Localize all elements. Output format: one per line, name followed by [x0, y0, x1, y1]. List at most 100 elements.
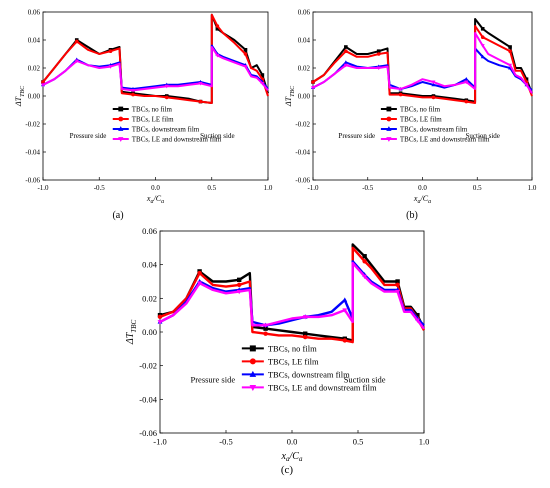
- y-tick-label: 0.04: [28, 36, 41, 44]
- x-tick-label: -0.5: [362, 184, 374, 192]
- x-tick-label: 1.0: [528, 184, 537, 192]
- x-tick-label: 0.0: [287, 437, 298, 447]
- data-point: [480, 44, 485, 48]
- legend-label: TBCs, LE and downstream film: [132, 135, 222, 143]
- x-tick-label: -1.0: [37, 184, 49, 192]
- y-tick-label: 0.04: [298, 36, 311, 44]
- x-tick-label: -0.5: [94, 184, 106, 192]
- chart-panel-1: -0.06 -0.04 -0.02 0.00 0.02 0.04 0.06 -1.0 -0.5 0…: [284, 8, 537, 221]
- data-point: [395, 279, 400, 284]
- chart-panel-2: -0.06 -0.04 -0.02 0.00 0.02 0.04 0.06 -1.0 -0.5 0…: [125, 226, 429, 476]
- y-tick-label: 0.02: [298, 64, 311, 72]
- data-point: [41, 83, 45, 87]
- data-point: [303, 331, 308, 336]
- suction-side-label: Suction side: [200, 132, 234, 140]
- data-point: [263, 323, 269, 328]
- data-point: [342, 338, 347, 343]
- y-tick-label: -0.04: [25, 148, 40, 156]
- y-tick-label: -0.04: [295, 148, 310, 156]
- legend-label: TBCs, no film: [268, 343, 317, 353]
- legend-marker: [386, 126, 392, 131]
- legend-marker: [386, 137, 392, 142]
- data-point: [464, 80, 469, 85]
- data-point: [164, 84, 169, 89]
- data-point: [236, 289, 242, 295]
- data-point: [343, 63, 348, 68]
- data-point: [431, 95, 436, 100]
- x-tick-label: 1.0: [264, 184, 273, 192]
- data-point: [157, 320, 163, 325]
- data-point: [131, 92, 135, 97]
- x-tick-label: -1.0: [153, 437, 166, 447]
- data-point: [157, 314, 163, 320]
- data-point: [197, 270, 202, 276]
- legend-label: TBCs, LE film: [132, 115, 174, 123]
- y-tick-label: -0.06: [25, 176, 40, 184]
- panel-label: (c): [281, 464, 294, 476]
- legend-marker: [249, 345, 256, 352]
- data-point: [260, 73, 265, 77]
- x-tick-label: -0.5: [219, 437, 232, 447]
- chart-panel-0: -0.06 -0.04 -0.02 0.00 0.02 0.04 0.06 -1.0 -0.5 0…: [14, 8, 273, 221]
- y-tick-label: 0.00: [142, 327, 157, 337]
- y-tick-label: 0.00: [28, 92, 41, 100]
- data-point: [344, 49, 348, 53]
- data-point: [215, 53, 220, 58]
- data-point: [311, 80, 315, 84]
- legend-marker: [386, 106, 392, 112]
- legend-label: TBCs, downstream film: [268, 369, 350, 379]
- data-point: [414, 318, 420, 323]
- y-tick-label: 0.04: [142, 260, 158, 270]
- series-line-0: [42, 13, 269, 104]
- data-point: [508, 49, 512, 53]
- pressure-side-label: Pressure side: [190, 375, 235, 385]
- y-tick-label: -0.06: [295, 176, 310, 184]
- legend-label: TBCs, downstream film: [132, 125, 200, 133]
- suction-side-label: Suction side: [466, 132, 500, 140]
- series-line-2: [312, 47, 533, 92]
- pressure-side-label: Pressure side: [70, 132, 107, 140]
- data-point: [108, 49, 113, 53]
- data-point: [197, 281, 203, 286]
- legend-marker: [118, 106, 124, 112]
- data-point: [508, 45, 512, 49]
- data-point: [243, 48, 248, 52]
- data-point: [198, 99, 203, 104]
- legend-label: TBCs, no film: [132, 105, 173, 113]
- legend-label: TBCs, LE and downstream film: [400, 135, 490, 143]
- series-line-1: [312, 25, 533, 104]
- data-point: [164, 95, 169, 100]
- data-point: [376, 52, 381, 56]
- y-axis-label: ΔTTBC: [14, 85, 26, 107]
- data-point: [395, 289, 401, 295]
- data-point: [480, 27, 485, 31]
- series-line-1: [42, 13, 269, 104]
- data-point: [376, 49, 381, 53]
- y-tick-label: -0.02: [295, 120, 310, 128]
- legend-marker: [118, 116, 124, 122]
- legend-label: TBCs, downstream film: [400, 125, 468, 133]
- data-point: [74, 39, 79, 44]
- data-point: [480, 35, 485, 39]
- x-tick-label: 1.0: [419, 437, 430, 447]
- data-point: [198, 81, 203, 86]
- legend-label: TBCs, LE and downstream film: [268, 382, 377, 392]
- x-tick-label: -1.0: [307, 184, 319, 192]
- data-point: [464, 77, 469, 81]
- x-axis-label: xa/Ca: [413, 194, 431, 205]
- y-tick-label: -0.02: [139, 361, 157, 371]
- legend-marker: [118, 126, 124, 131]
- legend-marker: [249, 385, 257, 392]
- x-axis-label: xa/Ca: [281, 451, 303, 463]
- data-point: [237, 277, 242, 283]
- y-tick-label: 0.00: [298, 92, 311, 100]
- data-point: [395, 282, 400, 288]
- legend-label: TBCs, LE film: [400, 115, 442, 123]
- data-point: [215, 24, 220, 28]
- data-point: [342, 308, 348, 313]
- series-line-0: [312, 18, 533, 103]
- data-point: [480, 54, 485, 59]
- legend-marker: [386, 116, 392, 122]
- legend-label: TBCs, no film: [400, 105, 441, 113]
